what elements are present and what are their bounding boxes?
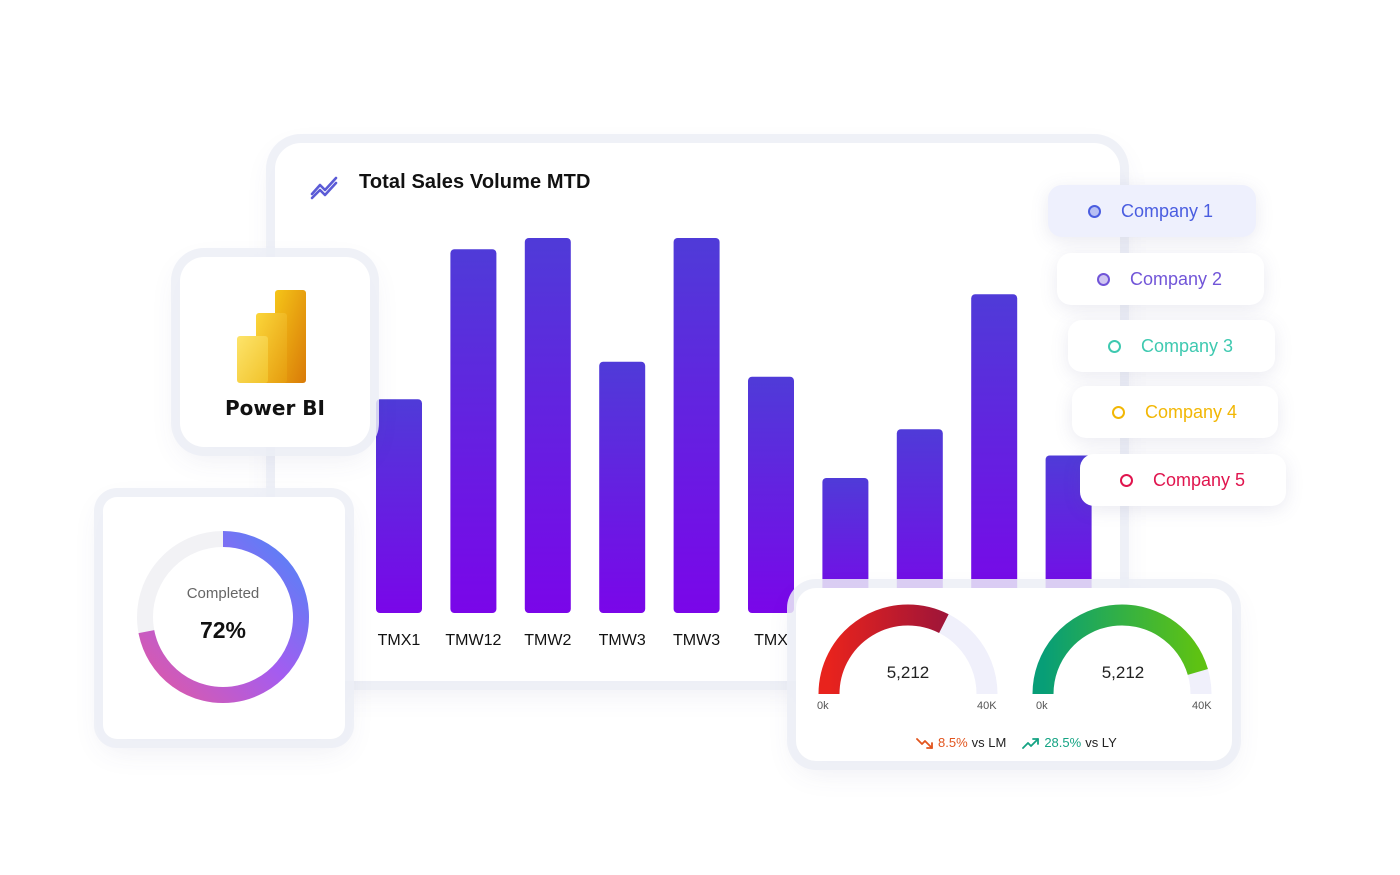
gauge-1-value: 5,212: [886, 663, 930, 682]
donut-progress-arc: [138, 531, 309, 703]
legend-label: Company 4: [1145, 401, 1238, 422]
bar-6[interactable]: [748, 376, 794, 613]
x-tick-label: TMW12: [445, 632, 501, 649]
legend-item-company-3[interactable]: Company 3: [1068, 320, 1275, 372]
legend-dot-icon: [1088, 204, 1101, 218]
x-tick-label: TMX: [754, 632, 788, 649]
ly-change-value: 28.5%: [1044, 735, 1082, 750]
comparison-row: 8.5% vs LM 28.5% vs LY: [916, 735, 1117, 750]
legend-dot-icon: [1097, 272, 1110, 286]
trend-down-icon: [916, 737, 933, 749]
completion-donut: [137, 531, 309, 703]
x-tick-label: TMX1: [378, 632, 421, 649]
trend-line-icon: [310, 176, 338, 200]
bar-5[interactable]: [673, 238, 720, 613]
gauge-2-max: 40K: [1192, 700, 1212, 712]
ly-change-label: vs LY: [1085, 735, 1117, 750]
legend-label: Company 5: [1153, 469, 1246, 490]
lm-change-label: vs LM: [971, 735, 1007, 750]
legend-dot-icon: [1108, 339, 1121, 353]
gauge-1-arc: [818, 604, 949, 695]
legend-label: Company 1: [1121, 200, 1214, 221]
donut-label: Completed: [186, 585, 260, 602]
gauges: [818, 604, 1212, 695]
x-tick-label: TMW3: [599, 632, 646, 649]
legend-item-company-1[interactable]: Company 1: [1048, 185, 1256, 237]
gauge-1-max: 40K: [977, 700, 997, 712]
legend-dot-icon: [1120, 473, 1133, 487]
legend-item-company-2[interactable]: Company 2: [1057, 253, 1264, 305]
lm-change-value: 8.5%: [938, 735, 968, 750]
bar-4[interactable]: [599, 361, 646, 613]
gauge-2-value: 5,212: [1101, 663, 1145, 682]
legend-label: Company 3: [1141, 335, 1234, 356]
legend-item-company-5[interactable]: Company 5: [1080, 454, 1286, 506]
bar-1[interactable]: [376, 399, 422, 613]
bar-3[interactable]: [524, 238, 571, 613]
donut-value: 72%: [199, 617, 247, 643]
legend-label: Company 2: [1130, 268, 1223, 289]
trend-up-icon: [1022, 737, 1040, 749]
gauge-2-arc: [1032, 604, 1208, 695]
power-bi-logo-icon: [237, 290, 306, 383]
bar-8[interactable]: [896, 429, 943, 613]
power-bi-label: Power BI: [225, 396, 325, 420]
chart-title: Total Sales Volume MTD: [359, 171, 591, 193]
legend-dot-icon: [1112, 405, 1125, 419]
gauge-1-min: 0k: [817, 700, 829, 712]
bar-2[interactable]: [450, 249, 497, 613]
gauge-2-min: 0k: [1036, 700, 1048, 712]
bar-7[interactable]: [822, 478, 869, 613]
bar-9[interactable]: [971, 294, 1018, 613]
x-tick-label: TMW2: [524, 632, 571, 649]
legend-item-company-4[interactable]: Company 4: [1072, 386, 1278, 438]
x-tick-label: TMW3: [673, 632, 720, 649]
